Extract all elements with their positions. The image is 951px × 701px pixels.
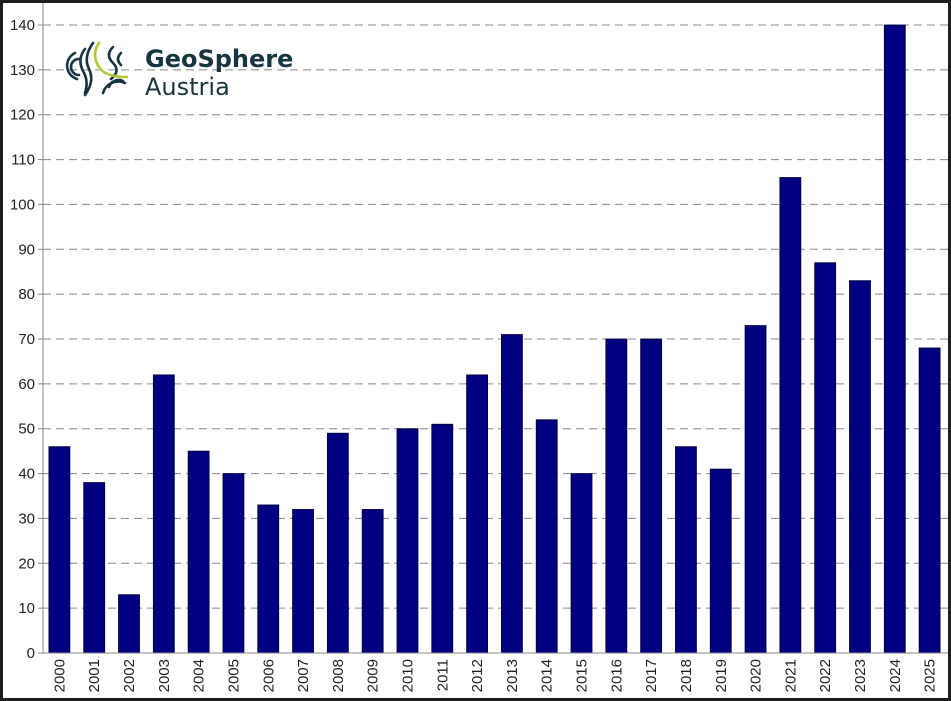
logo-mark-icon	[65, 41, 127, 97]
x-tick-label: 2010	[399, 659, 416, 692]
x-tick-label: 2016	[608, 659, 625, 692]
bar-2000	[48, 446, 71, 654]
bars	[48, 24, 941, 654]
bar-2011	[431, 423, 454, 654]
x-tick-label: 2023	[852, 659, 869, 692]
bar-2004	[187, 450, 210, 654]
x-tick-label: 2001	[86, 659, 103, 692]
bar-2021	[779, 177, 802, 654]
bar-2014	[535, 419, 558, 654]
bar-2025	[918, 347, 941, 654]
x-tick-label: 2018	[678, 659, 695, 692]
x-tick-label: 2025	[922, 659, 939, 692]
logo-text-line2: Austria	[145, 73, 230, 101]
x-tick-label: 2015	[574, 659, 591, 692]
x-tick-label: 2004	[191, 659, 208, 692]
y-tick-label: 40	[18, 466, 35, 483]
bar-2023	[849, 280, 871, 654]
x-tick-label: 2002	[121, 659, 138, 692]
bar-2017	[640, 338, 663, 654]
x-tick-label: 2009	[365, 659, 382, 692]
y-tick-label: 70	[18, 331, 35, 348]
y-tick-label: 10	[18, 600, 35, 617]
y-tick-label: 50	[18, 421, 35, 438]
bar-2012	[466, 374, 488, 654]
x-tick-label: 2019	[713, 659, 730, 692]
x-tick-label: 2022	[817, 659, 834, 692]
y-tick-label: 90	[18, 241, 35, 258]
bar-2003	[152, 374, 175, 654]
x-tick-label: 2000	[51, 659, 68, 692]
x-tick-label: 2007	[295, 659, 312, 692]
y-tick-label: 140	[10, 17, 35, 34]
bar-2013	[501, 334, 523, 654]
logo-accent-icon	[93, 41, 129, 79]
bar-2002	[118, 594, 140, 654]
y-tick-label: 60	[18, 376, 35, 393]
chart-frame: 0 10 20 30 40 50 60 70 80 90 100 110 120 130 140 2000 20…	[3, 3, 948, 698]
y-tick-label: 100	[10, 196, 35, 213]
y-tick-label: 0	[27, 645, 35, 662]
bar-2006	[257, 504, 280, 654]
x-tick-label: 2024	[887, 659, 904, 692]
x-tick-label: 2012	[469, 659, 486, 692]
bar-2022	[814, 262, 837, 654]
bar-2005	[222, 473, 245, 654]
x-tick-label: 2003	[156, 659, 173, 692]
y-tick-label: 110	[11, 152, 35, 169]
y-tick-label: 30	[18, 510, 35, 527]
x-tick-label: 2008	[330, 659, 347, 692]
geosphere-logo: GeoSphere Austria	[65, 41, 293, 101]
x-tick-label: 2011	[434, 659, 451, 691]
bar-2019	[709, 468, 732, 654]
x-tick-label: 2014	[539, 659, 556, 692]
axes: 0 10 20 30 40 50 60 70 80 90 100 110 120 130 140 2000 20…	[10, 3, 948, 692]
x-tick-label: 2021	[782, 659, 799, 692]
bar-2010	[396, 428, 419, 654]
logo-text-line1: GeoSphere	[145, 45, 293, 73]
y-tick-label: 120	[10, 107, 35, 124]
x-tick-label: 2013	[504, 659, 521, 692]
bar-2024	[883, 24, 906, 654]
bar-2018	[675, 446, 697, 654]
x-tick-label: 2006	[260, 659, 277, 692]
y-tick-label: 80	[18, 286, 35, 303]
bar-2007	[292, 509, 314, 654]
y-tick-label: 20	[18, 555, 35, 572]
bar-2009	[361, 509, 384, 654]
bar-2020	[744, 325, 767, 654]
bar-2001	[83, 482, 106, 654]
x-tick-label: 2005	[225, 659, 242, 692]
bar-2015	[570, 473, 593, 654]
y-tick-label: 130	[10, 62, 35, 79]
x-tick-label: 2017	[643, 659, 660, 692]
bar-2016	[605, 338, 628, 654]
gridlines	[43, 24, 948, 609]
bar-chart: 0 10 20 30 40 50 60 70 80 90 100 110 120 130 140 2000 20…	[10, 3, 948, 692]
x-tick-label: 2020	[748, 659, 765, 692]
bar-2008	[326, 432, 349, 654]
